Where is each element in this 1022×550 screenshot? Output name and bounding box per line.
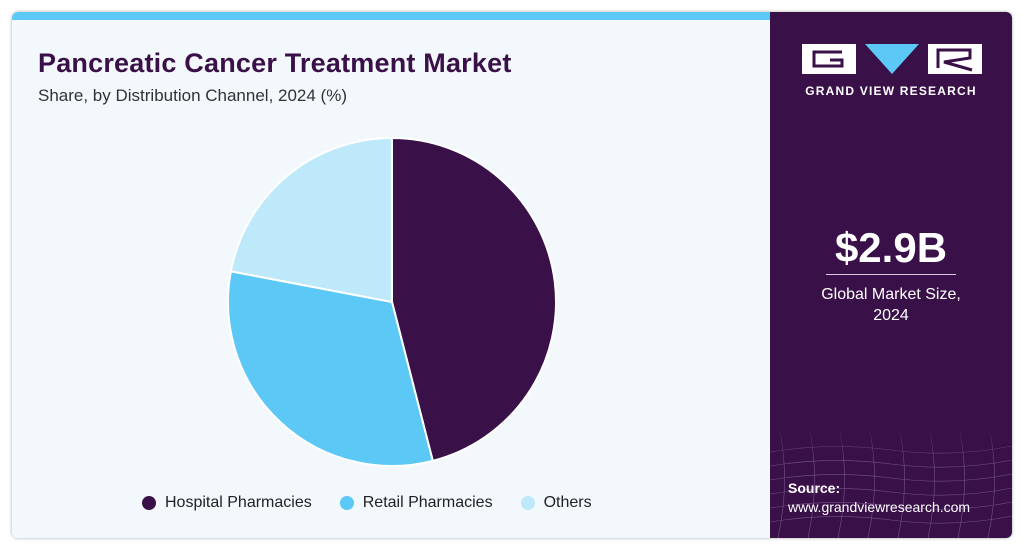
legend-label: Retail Pharmacies: [362, 494, 493, 511]
market-size-label: Global Market Size, 2024: [770, 284, 1012, 326]
legend-item-others: Others: [520, 494, 592, 512]
pie-slice-retail-pharmacies: [227, 270, 435, 467]
brand-name: GRAND VIEW RESEARCH: [805, 84, 977, 98]
page-title: Pancreatic Cancer Treatment Market: [38, 48, 512, 78]
chart-panel: Pancreatic Cancer Treatment Market Share…: [12, 12, 770, 538]
chart-subtitle: Share, by Distribution Channel, 2024 (%): [38, 86, 347, 105]
legend-swatch: [520, 496, 535, 510]
decorative-mesh-background: [770, 422, 1012, 538]
market-size-label-line1: Global Market Size,: [821, 286, 961, 303]
pie-slice-others: [229, 136, 393, 304]
market-size-label-line2: 2024: [873, 307, 909, 324]
chart-legend: Hospital Pharmacies Retail Pharmacies Othe…: [142, 494, 620, 512]
legend-swatch: [142, 496, 156, 510]
legend-label: Hospital Pharmacies: [165, 494, 312, 511]
source-label: Source:: [788, 480, 841, 496]
pie-slice-hospital-pharmacies: [391, 136, 557, 463]
pie-chart: [227, 136, 557, 467]
market-size-value: $2.9B: [834, 224, 948, 271]
legend-item-hospital-pharmacies: Hospital Pharmacies: [142, 494, 312, 512]
infographic-card: Pancreatic Cancer Treatment Market Share…: [12, 12, 1012, 538]
legend-swatch: [339, 496, 354, 510]
source-link[interactable]: www.grandviewresearch.com: [788, 499, 971, 515]
legend-item-retail-pharmacies: Retail Pharmacies: [339, 494, 493, 512]
legend-label: Others: [543, 494, 592, 511]
divider: [826, 274, 956, 275]
sidebar-panel: GRAND VIEW RESEARCH $2.9B Global Market …: [770, 12, 1012, 538]
brand-logo-icon: [802, 44, 982, 74]
